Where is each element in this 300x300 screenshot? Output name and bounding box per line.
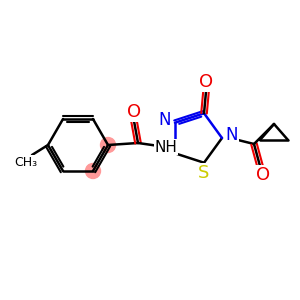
Text: NH: NH	[154, 140, 177, 154]
Text: N: N	[226, 126, 238, 144]
Text: O: O	[199, 73, 213, 91]
Text: S: S	[198, 164, 210, 182]
Text: O: O	[256, 166, 270, 184]
Circle shape	[85, 164, 100, 178]
Text: CH₃: CH₃	[14, 155, 38, 169]
Circle shape	[100, 137, 116, 152]
Text: O: O	[127, 103, 141, 121]
Text: N: N	[159, 111, 171, 129]
